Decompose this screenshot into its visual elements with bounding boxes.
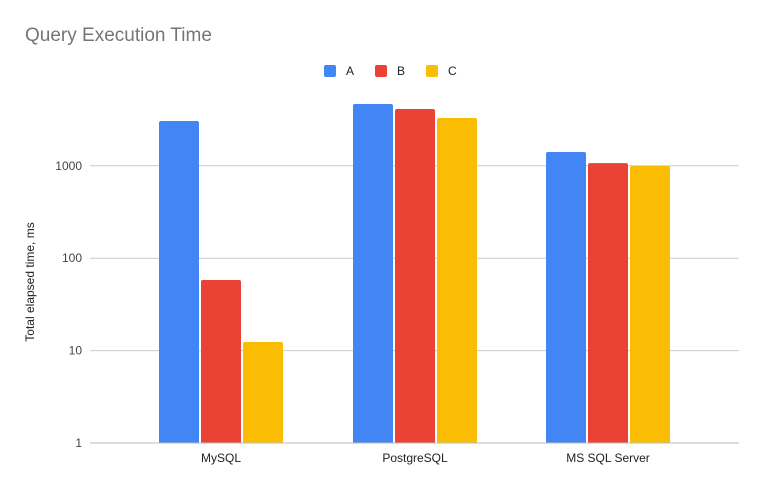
legend-swatch-c <box>426 65 439 77</box>
x-tick-label: MySQL <box>201 451 241 465</box>
bar-b-mysql[interactable] <box>201 280 241 443</box>
legend: A B C <box>324 64 478 78</box>
y-tick-label: 1000 <box>55 159 82 173</box>
y-tick-label: 1 <box>75 436 82 450</box>
legend-label-b: B <box>397 64 406 78</box>
legend-item-b[interactable]: B <box>375 64 405 78</box>
chart-title: Query Execution Time <box>25 25 212 46</box>
y-tick-label: 100 <box>62 251 82 265</box>
bar-b-postgresql[interactable] <box>395 108 435 444</box>
bar-b-ms-sql-server[interactable] <box>588 163 628 443</box>
bar-c-postgresql[interactable] <box>437 118 477 443</box>
x-tick-label: MS SQL Server <box>566 451 650 465</box>
legend-swatch-a <box>324 65 336 77</box>
legend-label-c: C <box>448 64 457 78</box>
legend-swatch-b <box>375 65 388 77</box>
bar-a-ms-sql-server[interactable] <box>546 152 586 444</box>
legend-item-a[interactable]: A <box>324 64 354 78</box>
y-tick-label: 10 <box>69 344 83 358</box>
legend-label-a: A <box>346 64 355 78</box>
bar-c-ms-sql-server[interactable] <box>630 166 670 443</box>
bar-c-mysql[interactable] <box>243 341 283 443</box>
x-tick-label: PostgreSQL <box>382 451 448 465</box>
legend-item-c[interactable]: C <box>426 64 457 78</box>
bar-a-mysql[interactable] <box>159 121 199 444</box>
bar-a-postgresql[interactable] <box>353 103 393 443</box>
